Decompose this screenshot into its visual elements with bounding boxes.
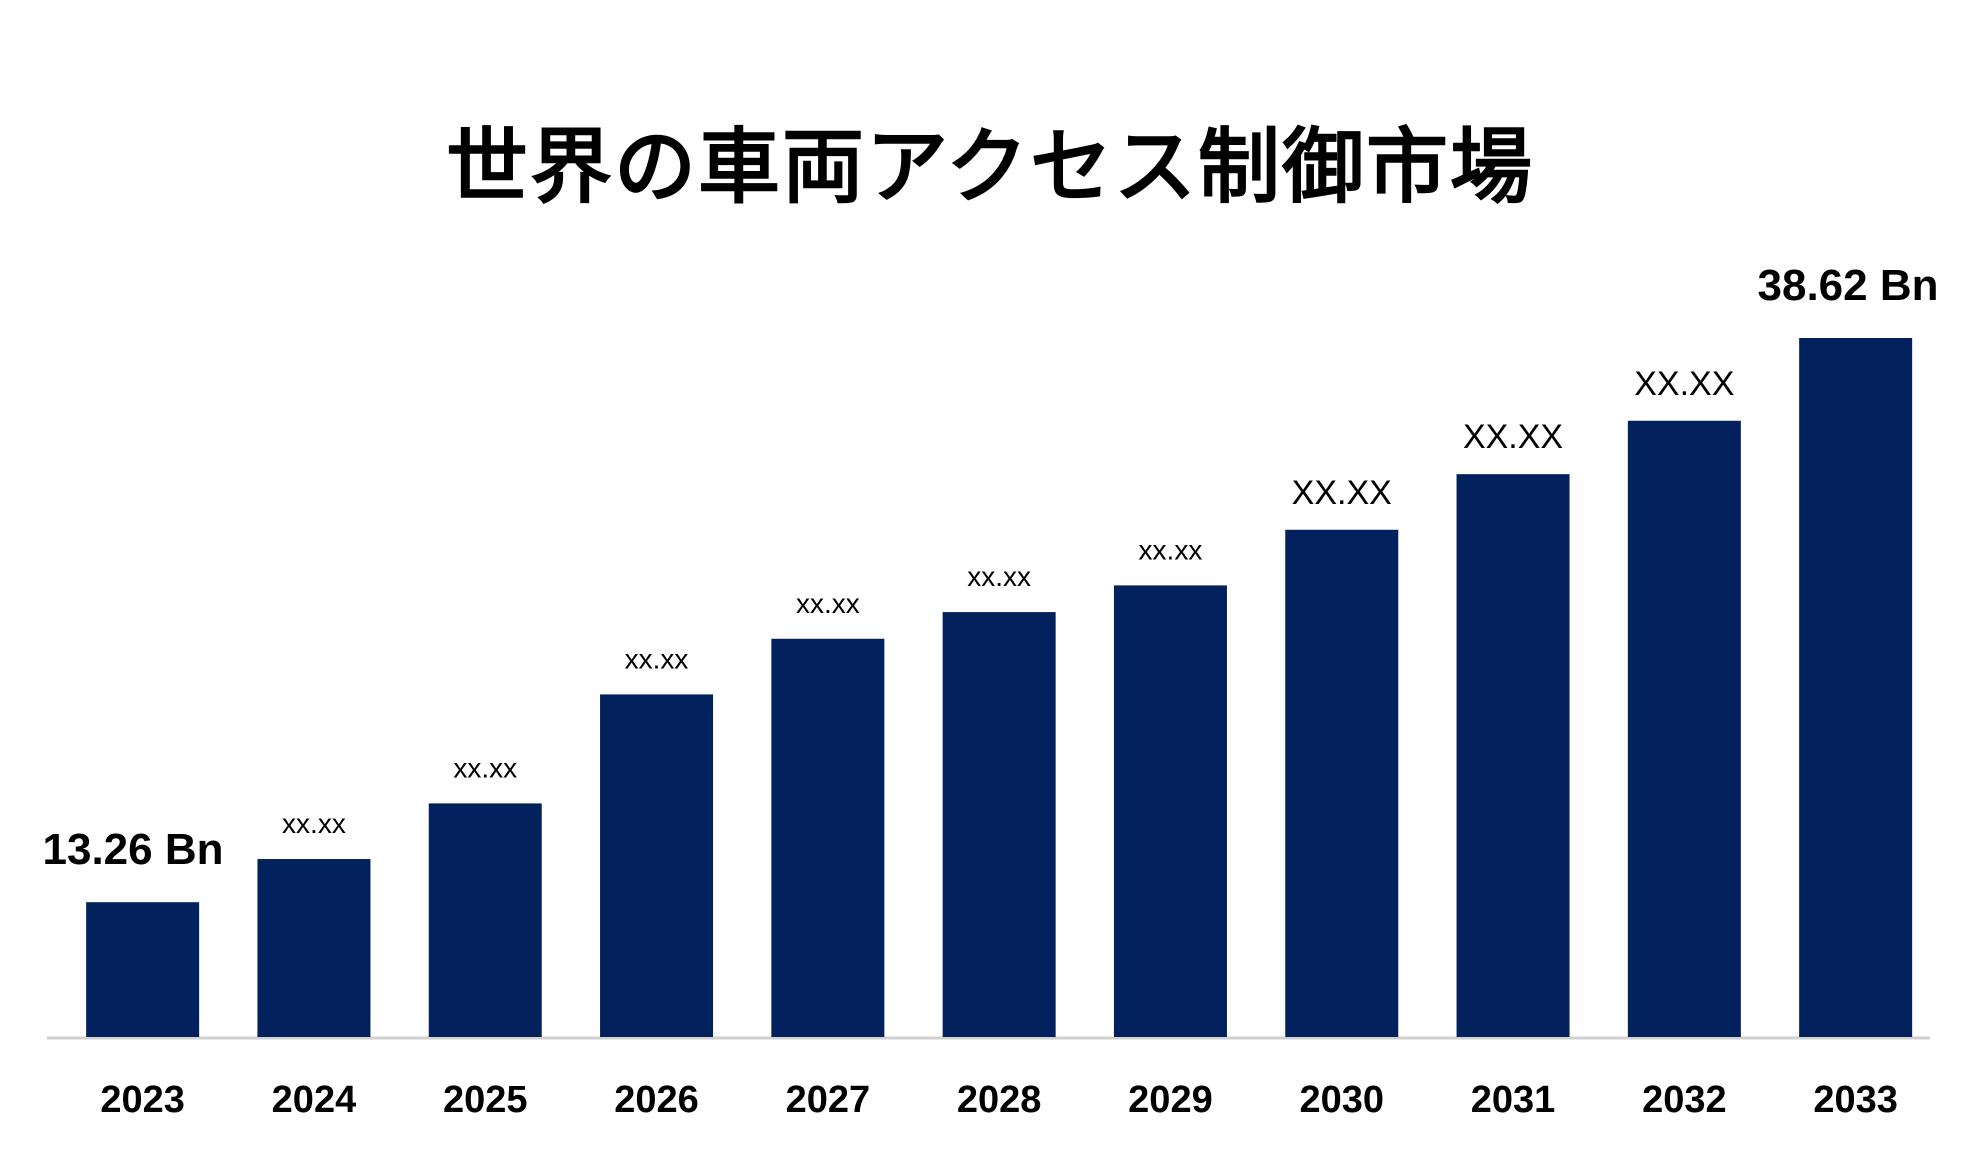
data-label-2025: xx.xx xyxy=(453,752,517,783)
x-tick-label-2028: 2028 xyxy=(957,1079,1042,1121)
x-tick-label-2024: 2024 xyxy=(272,1079,357,1121)
bar-2033 xyxy=(1799,338,1913,1037)
x-tick-label-2031: 2031 xyxy=(1471,1079,1556,1121)
x-tick-label-2030: 2030 xyxy=(1299,1079,1384,1121)
x-tick-label-2032: 2032 xyxy=(1642,1079,1727,1121)
x-tick-label-2025: 2025 xyxy=(443,1079,528,1121)
data-label-2033: 38.62 Bn xyxy=(1758,261,1939,310)
bar-2024 xyxy=(257,859,371,1037)
x-tick-label-2026: 2026 xyxy=(614,1079,699,1121)
data-label-2023: 13.26 Bn xyxy=(43,825,224,874)
data-label-2030: XX.XX xyxy=(1292,474,1392,512)
bar-2027 xyxy=(771,638,885,1037)
bar-2028 xyxy=(942,612,1056,1037)
x-tick-label-2023: 2023 xyxy=(100,1079,185,1121)
data-label-2024: xx.xx xyxy=(282,808,346,839)
bar-2031 xyxy=(1456,474,1570,1037)
bar-2029 xyxy=(1113,585,1227,1037)
data-label-2028: xx.xx xyxy=(967,561,1031,592)
bar-2026 xyxy=(600,694,714,1037)
x-tick-label-2027: 2027 xyxy=(786,1079,871,1121)
bar-2030 xyxy=(1285,529,1399,1037)
bar-2025 xyxy=(428,803,542,1037)
data-label-2031: XX.XX xyxy=(1463,418,1563,456)
data-label-2032: XX.XX xyxy=(1634,365,1734,403)
x-tick-label-2029: 2029 xyxy=(1128,1079,1213,1121)
data-label-2027: xx.xx xyxy=(796,588,860,619)
bar-2023 xyxy=(86,902,200,1037)
data-label-2026: xx.xx xyxy=(625,643,689,674)
bar-2032 xyxy=(1627,420,1741,1037)
x-tick-label-2033: 2033 xyxy=(1813,1079,1898,1121)
chart-title: 世界の車両アクセス制御市場 xyxy=(446,120,1534,215)
data-label-2029: xx.xx xyxy=(1139,534,1203,565)
